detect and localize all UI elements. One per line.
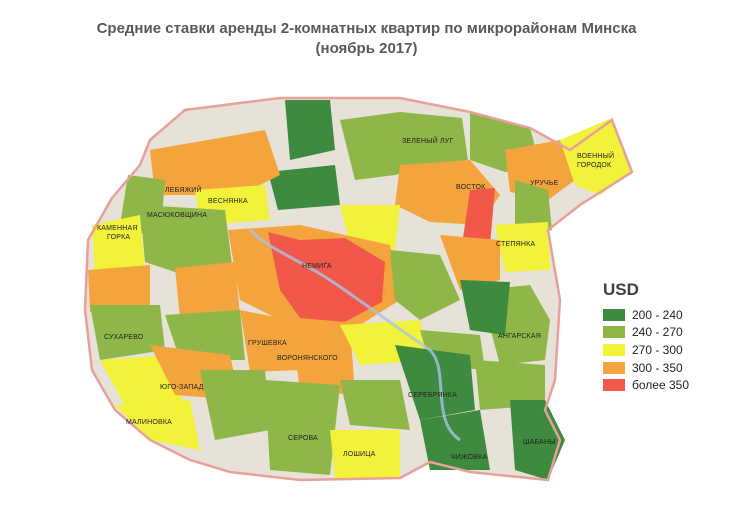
legend-swatch (603, 326, 625, 339)
district-voronyanskogo (290, 320, 355, 395)
label-lebyazhy: ЛЕБЯЖИЙ (165, 185, 202, 194)
district-center-w (175, 262, 240, 318)
district-grushevka (240, 310, 300, 372)
legend-label: более 350 (632, 378, 689, 393)
label-angarskaya: АНГАРСКАЯ (498, 333, 541, 340)
district-s-mid-green (340, 380, 410, 430)
legend-item: более 350 (603, 376, 689, 394)
district-labels: ЗЕЛЕНЫЙ ЛУГ ВОЕННЫЙ ГОРОДОК ЛЕБЯЖИЙ ВЕСН… (97, 136, 614, 461)
legend-swatch (603, 343, 625, 356)
district-sukharevo (90, 305, 165, 360)
district-uruchye-green (515, 180, 552, 235)
label-nemiga: НЕМИГА (302, 263, 332, 270)
district-loshitsa (330, 430, 400, 478)
district-se-green (475, 360, 545, 410)
district-serova (265, 380, 340, 475)
district-vostok-red (462, 188, 495, 245)
district-north-dark-2 (268, 165, 340, 210)
district-kamennaya (92, 215, 145, 275)
district-serebryanka (395, 345, 475, 420)
district-chizhovka (420, 410, 490, 470)
label-loshitsa: ЛОШИЦА (343, 451, 376, 458)
label-sukharevo: СУХАРЕВО (104, 334, 144, 341)
legend-item: 200 - 240 (603, 306, 689, 324)
label-gorka: ГОРКА (107, 234, 130, 241)
district-voenny (560, 118, 632, 195)
district-e-dark (460, 280, 510, 335)
legend-swatch (603, 308, 625, 321)
legend-swatch (603, 379, 625, 392)
legend-title: USD (603, 280, 639, 299)
label-vesnyanka: ВЕСНЯНКА (208, 198, 248, 205)
label-zeleny-lug: ЗЕЛЕНЫЙ ЛУГ (402, 136, 453, 145)
label-vostok: ВОСТОК (456, 184, 486, 191)
legend-label: 240 - 270 (632, 325, 683, 340)
label-grushevka: ГРУШЕВКА (248, 340, 287, 347)
label-serova: СЕРОВА (288, 435, 318, 442)
district-malinovka (115, 400, 200, 450)
legend-swatch (603, 361, 625, 374)
district-sw-green (165, 310, 245, 360)
district-masyukovshchina (140, 205, 232, 272)
map-subtitle: (ноябрь 2017) (315, 40, 418, 57)
map-title: Средние ставки аренды 2-комнатных кварти… (96, 20, 637, 37)
label-yugo-zapad: ЮГО-ЗАПАД (160, 384, 204, 391)
district-s-green-2 (200, 370, 270, 440)
legend-label: 300 - 350 (632, 360, 683, 375)
legend: 200 - 240 240 - 270 270 - 300 300 - 350 … (603, 306, 689, 394)
label-masyukovshchina: МАСЮКОВЩИНА (147, 212, 207, 219)
legend-label: 270 - 300 (632, 342, 683, 357)
outer-ring-road (83, 96, 634, 482)
label-chizhovka: ЧИЖОВКА (451, 454, 487, 461)
label-uruchye: УРУЧЬЕ (530, 180, 559, 187)
district-north-dark (285, 100, 335, 160)
district-stepyanka (495, 222, 550, 272)
label-malinovka: МАЛИНОВКА (126, 419, 172, 426)
label-shabany: ШАБАНЫ (523, 439, 556, 446)
legend-item: 240 - 270 (603, 324, 689, 342)
legend-item: 270 - 300 (603, 341, 689, 359)
label-voenny: ВОЕННЫЙ (577, 151, 614, 160)
legend-item: 300 - 350 (603, 359, 689, 377)
label-gorodok: ГОРОДОК (577, 162, 612, 169)
label-kamennaya: КАМЕННАЯ (97, 225, 138, 232)
label-serebryanka: СЕРЕБРЯНКА (408, 392, 457, 399)
label-stepyanka: СТЕПЯНКА (496, 241, 535, 248)
label-voronyanskogo: ВОРОНЯНСКОГО (277, 355, 338, 362)
district-w-orange (88, 265, 150, 312)
river (248, 228, 461, 442)
district-e-green (390, 250, 460, 320)
district-e-orange (440, 235, 500, 290)
district-lebyazhy (150, 130, 280, 195)
legend-label: 200 - 240 (632, 307, 683, 322)
